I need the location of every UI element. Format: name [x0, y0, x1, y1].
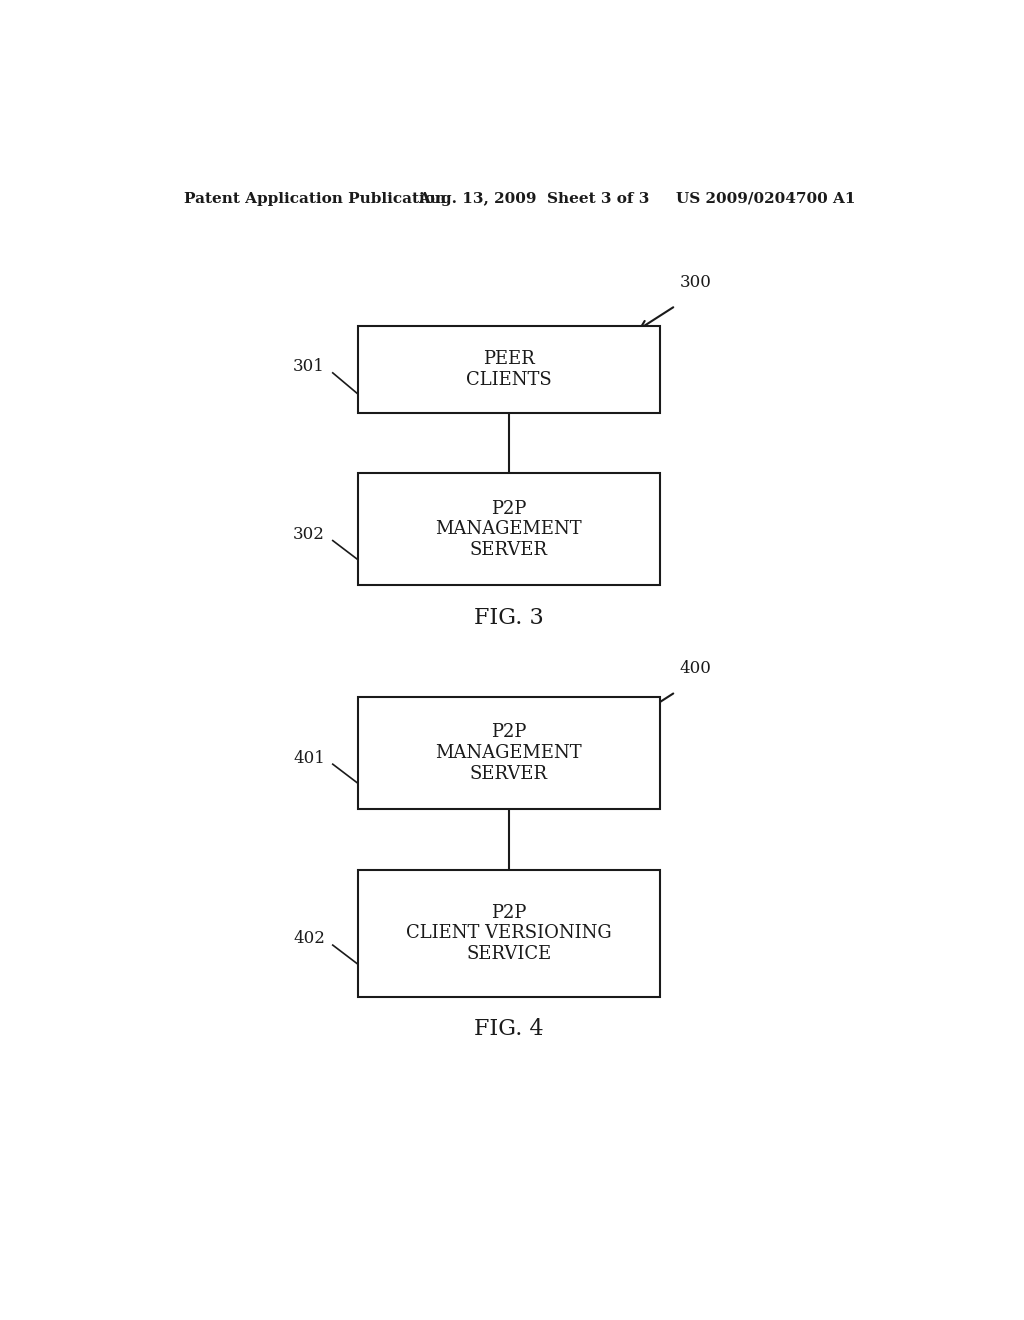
- Bar: [358, 697, 659, 809]
- Text: FIG. 4: FIG. 4: [474, 1019, 544, 1040]
- Bar: [358, 474, 659, 585]
- Text: 401: 401: [293, 750, 325, 767]
- Text: Patent Application Publication: Patent Application Publication: [183, 191, 445, 206]
- Text: 300: 300: [680, 273, 712, 290]
- Text: 301: 301: [293, 358, 325, 375]
- Text: FIG. 3: FIG. 3: [474, 607, 544, 628]
- Bar: [358, 870, 659, 997]
- Text: Aug. 13, 2009  Sheet 3 of 3: Aug. 13, 2009 Sheet 3 of 3: [418, 191, 649, 206]
- Text: P2P
MANAGEMENT
SERVER: P2P MANAGEMENT SERVER: [435, 723, 583, 783]
- Bar: [358, 326, 659, 412]
- Text: P2P
MANAGEMENT
SERVER: P2P MANAGEMENT SERVER: [435, 499, 583, 560]
- Text: US 2009/0204700 A1: US 2009/0204700 A1: [676, 191, 855, 206]
- Text: 400: 400: [680, 660, 712, 677]
- Text: PEER
CLIENTS: PEER CLIENTS: [466, 350, 552, 388]
- Text: 302: 302: [293, 525, 325, 543]
- Text: 402: 402: [293, 931, 325, 948]
- Text: P2P
CLIENT VERSIONING
SERVICE: P2P CLIENT VERSIONING SERVICE: [407, 904, 611, 964]
